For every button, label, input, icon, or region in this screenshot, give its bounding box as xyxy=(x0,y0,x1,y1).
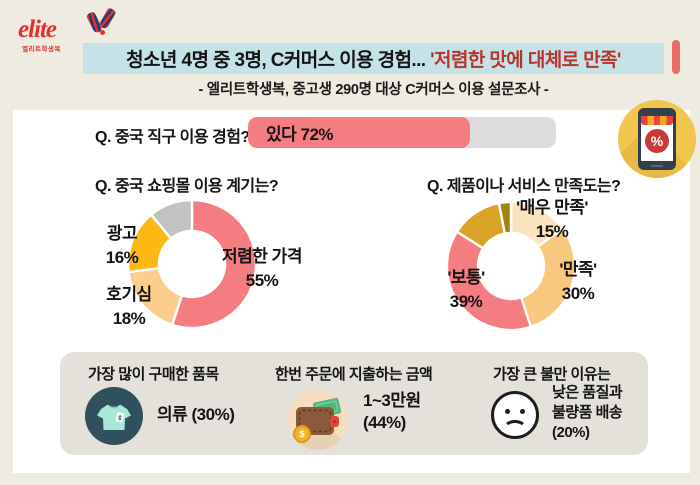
sad-face-right-eye xyxy=(520,409,525,414)
sad-face-left-eye xyxy=(505,409,510,414)
shop-awning-icon xyxy=(641,116,673,125)
callout-average-label: '보통' xyxy=(447,268,485,287)
tshirt-icon: $ xyxy=(85,387,143,445)
panel-1-title: 가장 많이 구매한 품목 xyxy=(88,366,219,383)
callout-satisfied-label: '만족' xyxy=(559,260,597,279)
summary-panel: 가장 많이 구매한 품목 $ 의류 (30%) 한번 주문에 지출하는 금액 xyxy=(60,352,648,455)
callout-average: '보통' 39% xyxy=(424,266,508,314)
sad-face-frown xyxy=(503,420,527,438)
callout-curiosity: 호기심 18% xyxy=(84,283,174,331)
callout-satisfied: '만족' 30% xyxy=(532,258,624,306)
donut-chart-satisfaction xyxy=(445,200,577,332)
callout-advertising: 광고 16% xyxy=(82,222,162,270)
panel-2-title: 한번 주문에 지출하는 금액 xyxy=(275,366,433,383)
callout-cheap-price-label: 저렴한 가격 xyxy=(222,247,302,266)
callout-very-satisfied-label: '매우 만족' xyxy=(516,198,588,217)
page-subtitle: - 엘리트학생복, 중고생 290명 대상 C커머스 이용 설문조사 - xyxy=(198,82,549,98)
logo-brand-text: elite xyxy=(18,16,57,43)
callout-cheap-price: 저렴한 가격 55% xyxy=(197,245,327,293)
logo-sub-text: 엘리트학생복 xyxy=(22,46,61,53)
callout-advertising-value: 16% xyxy=(105,248,139,267)
elite-logo: elite 엘리트학생복 xyxy=(16,6,126,53)
phone-body: % xyxy=(638,108,676,170)
panel-2-value: 1~3만원 (44%) xyxy=(363,391,421,432)
svg-text:$: $ xyxy=(299,429,304,439)
callout-cheap-price-value: 55% xyxy=(245,271,279,290)
page-title-highlight: '저렴한 맛에 대체로 만족' xyxy=(430,50,621,71)
callout-advertising-label: 광고 xyxy=(106,224,138,243)
callout-average-value: 39% xyxy=(449,292,483,311)
panel-1-value: 의류 (30%) xyxy=(157,405,235,424)
callout-very-satisfied: '매우 만족' 15% xyxy=(496,196,608,244)
sad-face-icon xyxy=(491,391,539,439)
callout-very-satisfied-value: 15% xyxy=(535,222,569,241)
q1-bar-fill: 있다 72% xyxy=(248,117,470,148)
q1-bar-track: 있다 72% xyxy=(248,117,556,148)
question-2-label: Q. 중국 쇼핑몰 이용 계기는? xyxy=(95,178,279,195)
title-band: 청소년 4명 중 3명, C커머스 이용 경험... '저렴한 맛에 대체로 만… xyxy=(83,43,664,74)
shopping-phone-icon: % xyxy=(618,100,696,178)
logo-v-stripe-right xyxy=(98,7,117,30)
callout-curiosity-label: 호기심 xyxy=(106,285,152,304)
donut-chart-shopping-reason xyxy=(126,198,258,330)
panel-3-title: 가장 큰 불만 이유는 xyxy=(493,366,611,383)
phone-home-button xyxy=(651,164,663,167)
red-accent-strip xyxy=(672,40,680,74)
svg-text:$: $ xyxy=(117,415,122,423)
logo-v-dot xyxy=(100,30,105,35)
page-title-main: 청소년 4명 중 3명, C커머스 이용 경험... xyxy=(126,50,426,71)
panel-3-value: 낮은 품질과 불량품 배송 (20%) xyxy=(552,384,623,441)
logo-v-icon xyxy=(85,7,118,36)
q1-bar-value-label: 있다 72% xyxy=(266,125,334,144)
percent-badge-icon: % xyxy=(645,129,669,153)
phone-screen: % xyxy=(641,116,673,161)
callout-satisfied-value: 30% xyxy=(561,284,595,303)
question-1-label: Q. 중국 직구 이용 경험? xyxy=(95,129,250,146)
question-3-label: Q. 제품이나 서비스 만족도는? xyxy=(427,178,621,195)
wallet-icon: $ xyxy=(288,390,348,450)
callout-curiosity-value: 18% xyxy=(112,309,146,328)
